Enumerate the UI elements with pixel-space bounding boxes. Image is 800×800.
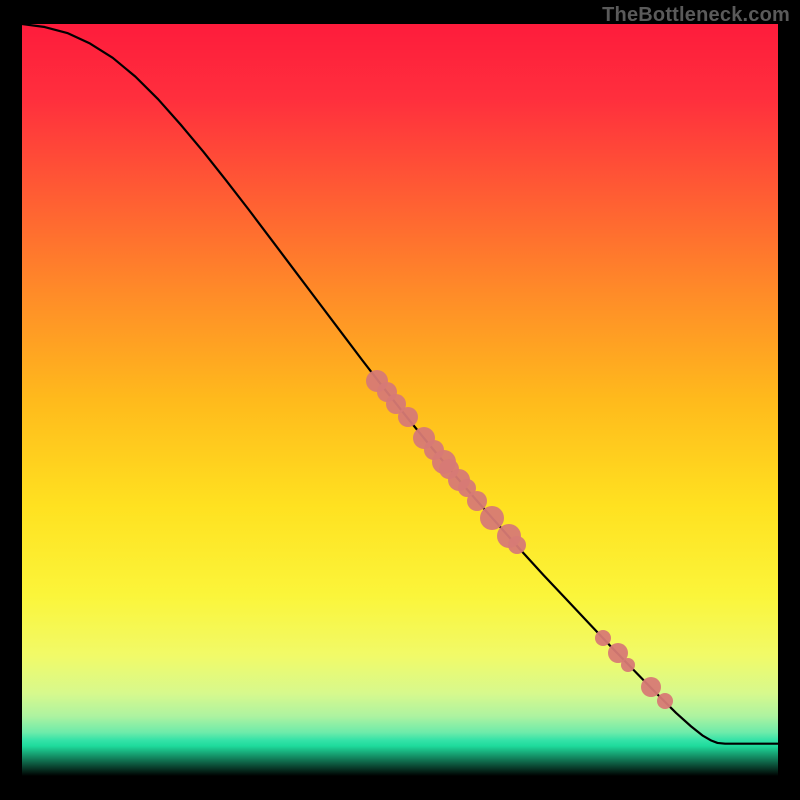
scatter-point (508, 536, 526, 554)
scatter-markers (22, 24, 778, 776)
scatter-point (595, 630, 611, 646)
scatter-point (657, 693, 673, 709)
chart-frame: TheBottleneck.com (0, 0, 800, 800)
scatter-point (398, 407, 418, 427)
scatter-point (621, 658, 635, 672)
plot-area (22, 24, 778, 776)
